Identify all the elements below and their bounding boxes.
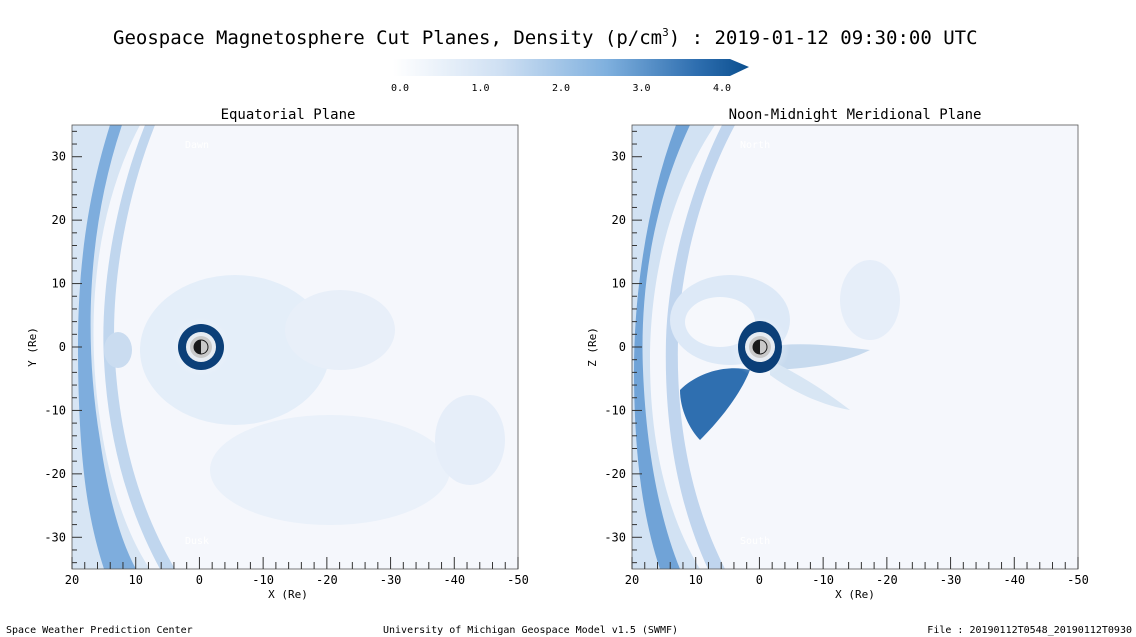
- equatorial-x-label: X (Re): [268, 588, 308, 601]
- x-tick-label: 0: [196, 573, 203, 587]
- meridional-x-label: X (Re): [835, 588, 875, 601]
- x-tick-label: -40: [1003, 573, 1025, 587]
- equatorial-plane-title: Equatorial Plane: [221, 107, 356, 123]
- x-tick-label: -10: [252, 573, 274, 587]
- y-tick-label: 30: [612, 150, 626, 164]
- x-tick-label: -50: [1067, 573, 1089, 587]
- plasmasphere-halo: [140, 275, 330, 425]
- x-tick-label: -10: [812, 573, 834, 587]
- y-tick-label: -30: [604, 530, 626, 544]
- y-tick-label: -10: [44, 403, 66, 417]
- y-tick-label: 20: [52, 213, 66, 227]
- colorbar-tick-label: 3.0: [632, 83, 650, 94]
- x-tick-label: -30: [940, 573, 962, 587]
- y-tick-label: 30: [52, 150, 66, 164]
- colorbar-tick-label: 2.0: [552, 83, 570, 94]
- meridional-density-map: North South: [632, 125, 1078, 569]
- meridional-plane-title: Noon-Midnight Meridional Plane: [729, 107, 982, 123]
- x-tick-label: -20: [316, 573, 338, 587]
- footer-right: File : 20190112T0548_20190112T0930: [927, 625, 1132, 636]
- chart-title: Geospace Magnetosphere Cut Planes, Densi…: [113, 26, 978, 49]
- y-tick-label: 0: [59, 340, 66, 354]
- equatorial-density-map: Dawn Dusk: [72, 125, 518, 569]
- equatorial-axes: 20 10 0 -10 -20 -30 -40 -50 30 20 10 0 -10 -20 -30: [44, 130, 529, 587]
- x-tick-label: 20: [65, 573, 79, 587]
- equatorial-plane-panel: Equatorial Plane Dawn Dusk 20 10 0 -10 -20 -3…: [26, 107, 529, 601]
- annotation-south: South: [740, 536, 770, 547]
- meridional-plane-panel: Noon-Midnight Meridional Plane North Sou…: [586, 107, 1089, 601]
- annotation-dawn: Dawn: [185, 140, 209, 151]
- cusp-south: [680, 368, 750, 440]
- y-tick-label: -10: [604, 403, 626, 417]
- colorbar-tick-label: 0.0: [391, 83, 409, 94]
- annotation-dusk: Dusk: [185, 536, 209, 547]
- annotation-north: North: [740, 140, 770, 151]
- x-tick-label: -20: [876, 573, 898, 587]
- x-tick-label: 10: [688, 573, 702, 587]
- y-tick-label: 20: [612, 213, 626, 227]
- y-tick-label: 10: [52, 277, 66, 291]
- x-tick-label: 10: [128, 573, 142, 587]
- footer-left: Space Weather Prediction Center: [6, 625, 193, 636]
- meridional-axes: 20 10 0 -10 -20 -30 -40 -50 30 20 10 0 -10 -20 -30: [604, 130, 1089, 587]
- equatorial-y-label: Y (Re): [26, 327, 39, 367]
- x-tick-label: -30: [380, 573, 402, 587]
- colorbar-tick-label: 4.0: [713, 83, 731, 94]
- y-tick-label: -20: [604, 467, 626, 481]
- colorbar-tick-label: 1.0: [471, 83, 489, 94]
- bow-shock-band: [634, 125, 690, 569]
- x-tick-label: 20: [625, 573, 639, 587]
- y-tick-label: -30: [44, 530, 66, 544]
- footer-center: University of Michigan Geospace Model v1…: [383, 625, 678, 636]
- colorbar-scale: [393, 59, 749, 76]
- x-tick-label: -50: [507, 573, 529, 587]
- bow-shock-band: [78, 125, 136, 569]
- x-tick-label: 0: [756, 573, 763, 587]
- y-tick-label: 0: [619, 340, 626, 354]
- meridional-y-label: Z (Re): [586, 327, 599, 367]
- y-tick-label: 10: [612, 277, 626, 291]
- earth-night-side: [753, 340, 760, 354]
- colorbar: 0.0 1.0 2.0 3.0 4.0: [391, 59, 749, 94]
- x-tick-label: -40: [443, 573, 465, 587]
- y-tick-label: -20: [44, 467, 66, 481]
- earth-night-side: [194, 340, 201, 354]
